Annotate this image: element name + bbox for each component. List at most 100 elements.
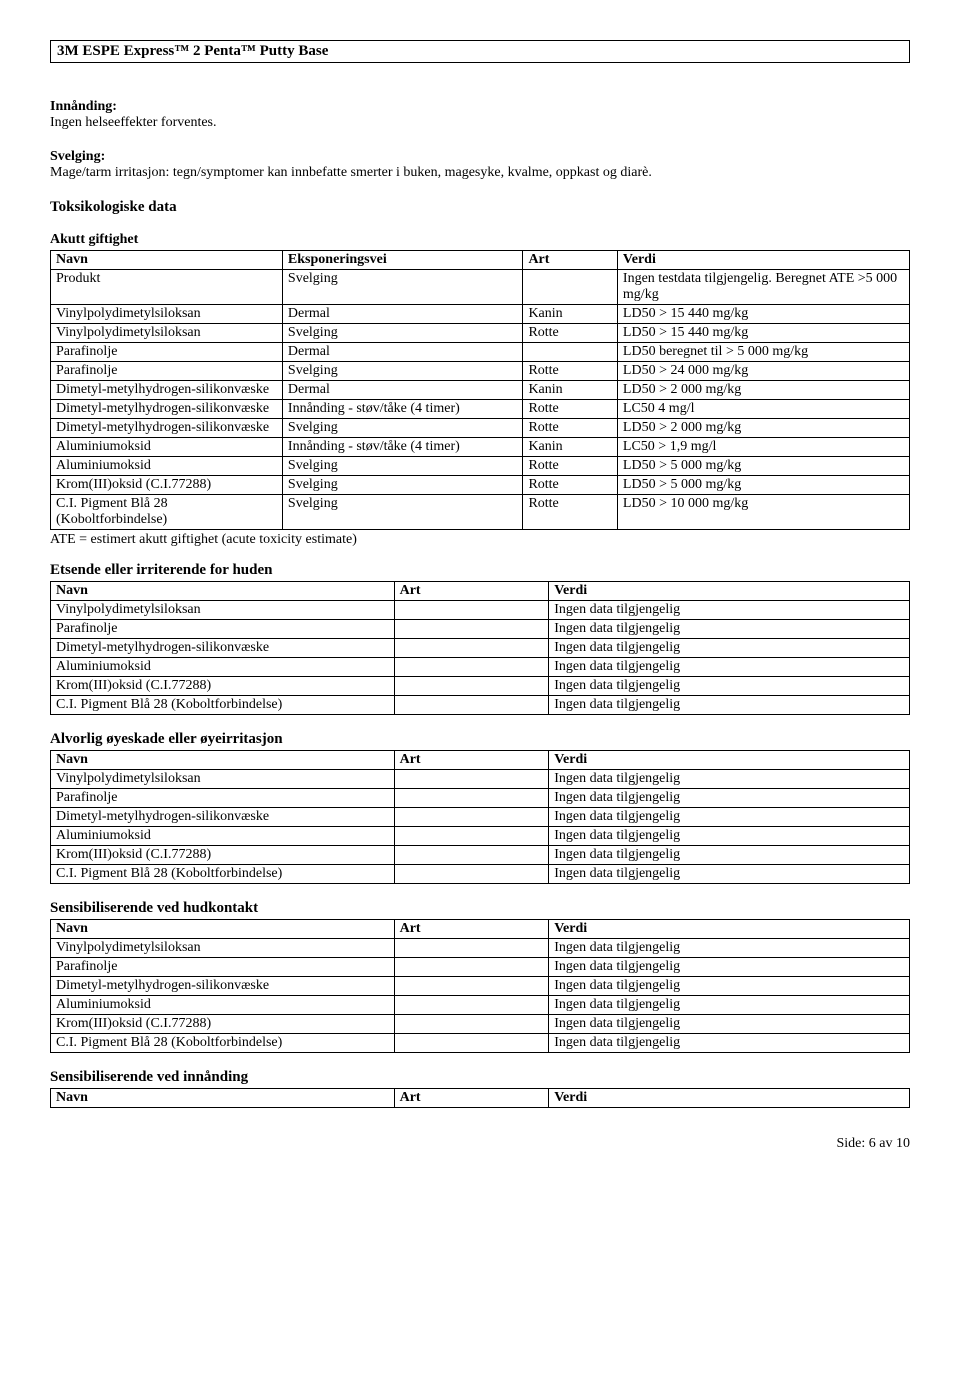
section-heading: Alvorlig øyeskade eller øyeirritasjon <box>50 731 910 748</box>
table-cell: Ingen data tilgjengelig <box>549 1015 910 1034</box>
table-row: Krom(III)oksid (C.I.77288)Ingen data til… <box>51 677 910 696</box>
table-cell: Kanin <box>523 438 617 457</box>
table-cell: LD50 > 24 000 mg/kg <box>617 362 909 381</box>
table-cell <box>394 658 549 677</box>
table-row: VinylpolydimetylsiloksanIngen data tilgj… <box>51 939 910 958</box>
table-cell: Svelging <box>282 270 523 305</box>
table-cell: Aluminiumoksid <box>51 996 395 1015</box>
table-cell: Parafinolje <box>51 958 395 977</box>
table-row: Dimetyl-metylhydrogen-silikonvæskeSvelgi… <box>51 419 910 438</box>
table-cell: Rotte <box>523 400 617 419</box>
table-header-cell: Navn <box>51 1089 395 1108</box>
table-header-row: NavnArtVerdi <box>51 1089 910 1108</box>
table-cell: Vinylpolydimetylsiloksan <box>51 305 283 324</box>
table-cell <box>394 865 549 884</box>
table-cell: C.I. Pigment Blå 28 (Koboltforbindelse) <box>51 865 395 884</box>
table-cell <box>523 270 617 305</box>
table-cell: Rotte <box>523 495 617 530</box>
table-cell: Ingen data tilgjengelig <box>549 696 910 715</box>
table-cell: Svelging <box>282 457 523 476</box>
table-cell: C.I. Pigment Blå 28 (Koboltforbindelse) <box>51 696 395 715</box>
table-cell <box>394 846 549 865</box>
tox-subheading: Akutt giftighet <box>50 232 910 248</box>
table-header-cell: Navn <box>51 920 395 939</box>
table-header-cell: Navn <box>51 751 395 770</box>
table-cell <box>394 827 549 846</box>
table-row: Dimetyl-metylhydrogen-silikonvæskeDermal… <box>51 381 910 400</box>
table-cell: Krom(III)oksid (C.I.77288) <box>51 846 395 865</box>
table-header-row: NavnArtVerdi <box>51 920 910 939</box>
document-header: 3M ESPE Express™ 2 Penta™ Putty Base <box>50 40 910 63</box>
swallowing-text: Mage/tarm irritasjon: tegn/symptomer kan… <box>50 165 910 181</box>
table-row: Dimetyl-metylhydrogen-silikonvæskeInnånd… <box>51 400 910 419</box>
table-cell: C.I. Pigment Blå 28 (Koboltforbindelse) <box>51 495 283 530</box>
table-cell: Aluminiumoksid <box>51 827 395 846</box>
table-header-cell: Art <box>394 582 549 601</box>
table-row: AluminiumoksidSvelgingRotteLD50 > 5 000 … <box>51 457 910 476</box>
table-cell <box>394 1034 549 1053</box>
table-cell: Parafinolje <box>51 789 395 808</box>
table-row: Krom(III)oksid (C.I.77288)Ingen data til… <box>51 846 910 865</box>
table-cell: Rotte <box>523 324 617 343</box>
inhalation-text: Ingen helseeffekter forventes. <box>50 115 910 131</box>
table-cell <box>394 696 549 715</box>
table-cell: Rotte <box>523 362 617 381</box>
table-cell: Parafinolje <box>51 343 283 362</box>
table-cell: LD50 beregnet til > 5 000 mg/kg <box>617 343 909 362</box>
swallowing-block: Svelging: Mage/tarm irritasjon: tegn/sym… <box>50 149 910 181</box>
table-cell: C.I. Pigment Blå 28 (Koboltforbindelse) <box>51 1034 395 1053</box>
inhalation-block: Innånding: Ingen helseeffekter forventes… <box>50 99 910 131</box>
table-row: Dimetyl-metylhydrogen-silikonvæskeIngen … <box>51 639 910 658</box>
table-cell: Ingen data tilgjengelig <box>549 620 910 639</box>
table-row: AluminiumoksidIngen data tilgjengelig <box>51 658 910 677</box>
table-row: AluminiumoksidInnånding - støv/tåke (4 t… <box>51 438 910 457</box>
table-cell: Parafinolje <box>51 620 395 639</box>
col-name: Navn <box>51 251 283 270</box>
table-cell <box>523 343 617 362</box>
section-heading: Etsende eller irriterende for huden <box>50 562 910 579</box>
table-cell: Ingen data tilgjengelig <box>549 601 910 620</box>
table-cell: Ingen data tilgjengelig <box>549 677 910 696</box>
table-cell: Ingen data tilgjengelig <box>549 996 910 1015</box>
table-header-cell: Art <box>394 751 549 770</box>
data-table: NavnArtVerdiVinylpolydimetylsiloksanInge… <box>50 581 910 715</box>
table-cell <box>394 996 549 1015</box>
table-cell <box>394 789 549 808</box>
table-cell: Krom(III)oksid (C.I.77288) <box>51 1015 395 1034</box>
table-row: ParafinoljeSvelgingRotteLD50 > 24 000 mg… <box>51 362 910 381</box>
table-cell: Dimetyl-metylhydrogen-silikonvæske <box>51 419 283 438</box>
table-header-cell: Verdi <box>549 920 910 939</box>
table-header-cell: Navn <box>51 582 395 601</box>
table-cell: Innånding - støv/tåke (4 timer) <box>282 400 523 419</box>
section-heading: Sensibiliserende ved hudkontakt <box>50 900 910 917</box>
table-cell: LC50 4 mg/l <box>617 400 909 419</box>
table-row: ProduktSvelgingIngen testdata tilgjengel… <box>51 270 910 305</box>
table-cell: Svelging <box>282 476 523 495</box>
table-cell: Ingen data tilgjengelig <box>549 808 910 827</box>
table-cell: Rotte <box>523 419 617 438</box>
table-row: ParafinoljeDermalLD50 beregnet til > 5 0… <box>51 343 910 362</box>
table-cell <box>394 977 549 996</box>
table-row: Parafinolje Ingen data tilgjengelig <box>51 620 910 639</box>
table-cell: Krom(III)oksid (C.I.77288) <box>51 476 283 495</box>
table-row: Dimetyl-metylhydrogen-silikonvæskeIngen … <box>51 808 910 827</box>
table-cell: LD50 > 5 000 mg/kg <box>617 476 909 495</box>
col-value: Verdi <box>617 251 909 270</box>
table-cell: LD50 > 2 000 mg/kg <box>617 419 909 438</box>
table-cell: Ingen data tilgjengelig <box>549 789 910 808</box>
table-cell <box>394 808 549 827</box>
table-row: C.I. Pigment Blå 28 (Koboltforbindelse)S… <box>51 495 910 530</box>
tox-heading: Toksikologiske data <box>50 199 910 216</box>
col-species: Art <box>523 251 617 270</box>
table-cell: Rotte <box>523 476 617 495</box>
table-header-cell: Verdi <box>549 751 910 770</box>
page-number: Side: 6 av 10 <box>837 1136 911 1151</box>
table-row: ParafinoljeIngen data tilgjengelig <box>51 958 910 977</box>
table-cell: LD50 > 10 000 mg/kg <box>617 495 909 530</box>
table-cell: Aluminiumoksid <box>51 438 283 457</box>
table-cell: Ingen data tilgjengelig <box>549 827 910 846</box>
swallowing-label: Svelging: <box>50 149 910 165</box>
table-cell: Produkt <box>51 270 283 305</box>
table-cell: Dermal <box>282 305 523 324</box>
table-cell: Dimetyl-metylhydrogen-silikonvæske <box>51 977 395 996</box>
